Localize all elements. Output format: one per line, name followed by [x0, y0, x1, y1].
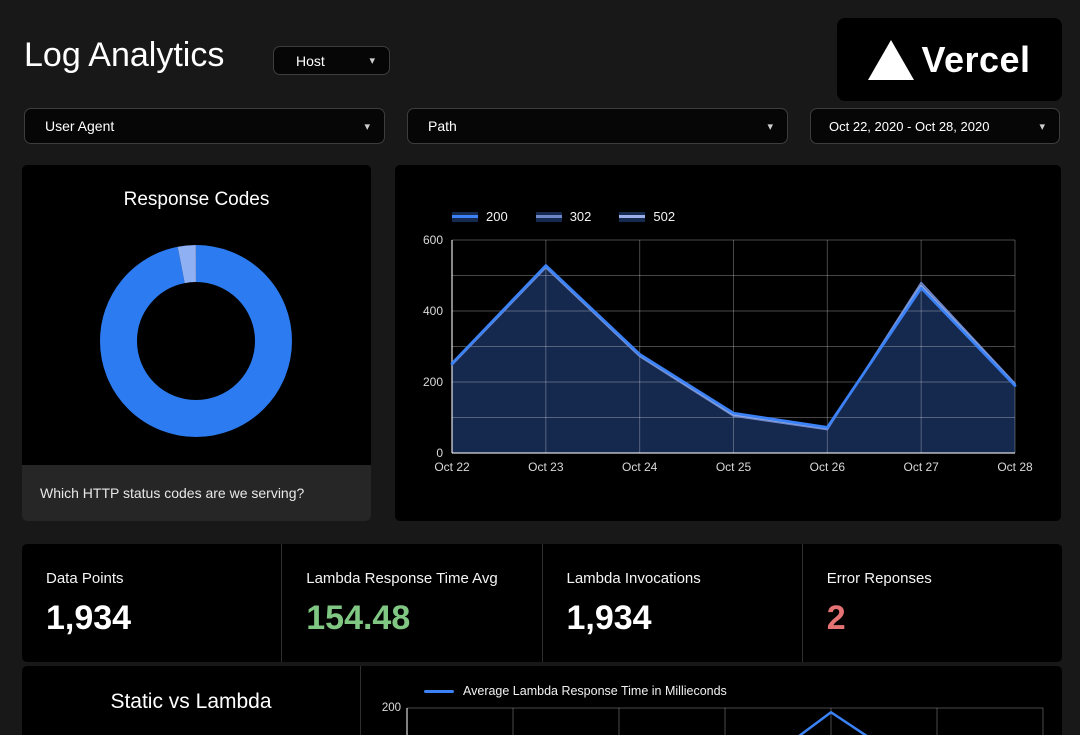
- svg-text:600: 600: [423, 233, 443, 247]
- stat-label: Lambda Response Time Avg: [306, 570, 521, 587]
- svg-text:Oct 25: Oct 25: [716, 460, 752, 474]
- vercel-triangle-icon: [868, 40, 914, 80]
- legend-item-200[interactable]: 200: [452, 209, 508, 224]
- response-codes-question: Which HTTP status codes are we serving?: [40, 485, 304, 501]
- response-codes-title: Response Codes: [22, 189, 371, 211]
- stat-label: Lambda Invocations: [567, 570, 782, 587]
- svg-text:0: 0: [436, 446, 443, 460]
- host-dropdown-label: Host: [296, 53, 325, 69]
- chevron-down-icon: ▾: [364, 120, 370, 133]
- legend-swatch: [619, 212, 645, 222]
- legend-swatch: [452, 212, 478, 222]
- stat-label: Data Points: [46, 570, 261, 587]
- chevron-down-icon: ▾: [767, 120, 773, 133]
- stat-value: 1,934: [46, 599, 261, 638]
- svg-text:200: 200: [423, 375, 443, 389]
- legend-label: 502: [653, 209, 675, 224]
- stats-row: Data Points 1,934 Lambda Response Time A…: [22, 544, 1062, 662]
- date-range-label: Oct 22, 2020 - Oct 28, 2020: [829, 119, 989, 134]
- svg-text:Oct 23: Oct 23: [528, 460, 564, 474]
- path-dropdown[interactable]: Path ▾: [407, 108, 788, 144]
- chevron-down-icon: ▾: [1039, 120, 1045, 133]
- avg-lambda-response-card: Average Lambda Response Time in Millieco…: [361, 666, 1062, 735]
- legend-item-302[interactable]: 302: [536, 209, 592, 224]
- svg-text:Oct 22: Oct 22: [434, 460, 470, 474]
- avg-lambda-line-chart: [361, 666, 1061, 735]
- timeseries-legend: 200 302 502: [452, 209, 675, 224]
- vercel-logo: Vercel: [837, 18, 1062, 101]
- legend-label: 302: [570, 209, 592, 224]
- legend-swatch: [536, 212, 562, 222]
- legend-item-502[interactable]: 502: [619, 209, 675, 224]
- legend-label: 200: [486, 209, 508, 224]
- svg-text:Oct 27: Oct 27: [903, 460, 939, 474]
- stat-lambda-invocations: Lambda Invocations 1,934: [542, 544, 802, 662]
- chevron-down-icon: ▾: [369, 54, 375, 67]
- response-codes-card: Response Codes Which HTTP status codes a…: [22, 165, 371, 521]
- svg-text:Oct 24: Oct 24: [622, 460, 658, 474]
- svg-text:Oct 28: Oct 28: [997, 460, 1033, 474]
- page-title: Log Analytics: [24, 36, 224, 75]
- stat-value: 154.48: [306, 599, 521, 638]
- host-dropdown[interactable]: Host ▾: [273, 46, 390, 75]
- path-dropdown-label: Path: [428, 118, 457, 134]
- stat-lambda-response-time-avg: Lambda Response Time Avg 154.48: [281, 544, 541, 662]
- user-agent-dropdown[interactable]: User Agent ▾: [24, 108, 385, 144]
- log-analytics-dashboard: Log Analytics Host ▾ Vercel User Agent ▾…: [0, 0, 1080, 735]
- user-agent-dropdown-label: User Agent: [45, 118, 114, 134]
- static-vs-lambda-title: Static vs Lambda: [22, 690, 360, 714]
- bottom-row: Static vs Lambda Average Lambda Response…: [22, 666, 1062, 735]
- stat-value: 1,934: [567, 599, 782, 638]
- static-vs-lambda-card: Static vs Lambda: [22, 666, 361, 735]
- status-codes-timeseries-card: 200 302 502 0 200 400 600 Oct 22 Oct 23 Oct 24 Oc…: [395, 165, 1061, 521]
- response-codes-footer: Which HTTP status codes are we serving?: [22, 465, 371, 521]
- vercel-wordmark: Vercel: [921, 39, 1030, 81]
- stat-label: Error Reponses: [827, 570, 1042, 587]
- svg-text:Oct 26: Oct 26: [810, 460, 846, 474]
- stat-error-responses: Error Reponses 2: [802, 544, 1062, 662]
- stat-data-points: Data Points 1,934: [22, 544, 281, 662]
- date-range-dropdown[interactable]: Oct 22, 2020 - Oct 28, 2020 ▾: [810, 108, 1060, 144]
- svg-text:400: 400: [423, 304, 443, 318]
- stat-value: 2: [827, 599, 1042, 638]
